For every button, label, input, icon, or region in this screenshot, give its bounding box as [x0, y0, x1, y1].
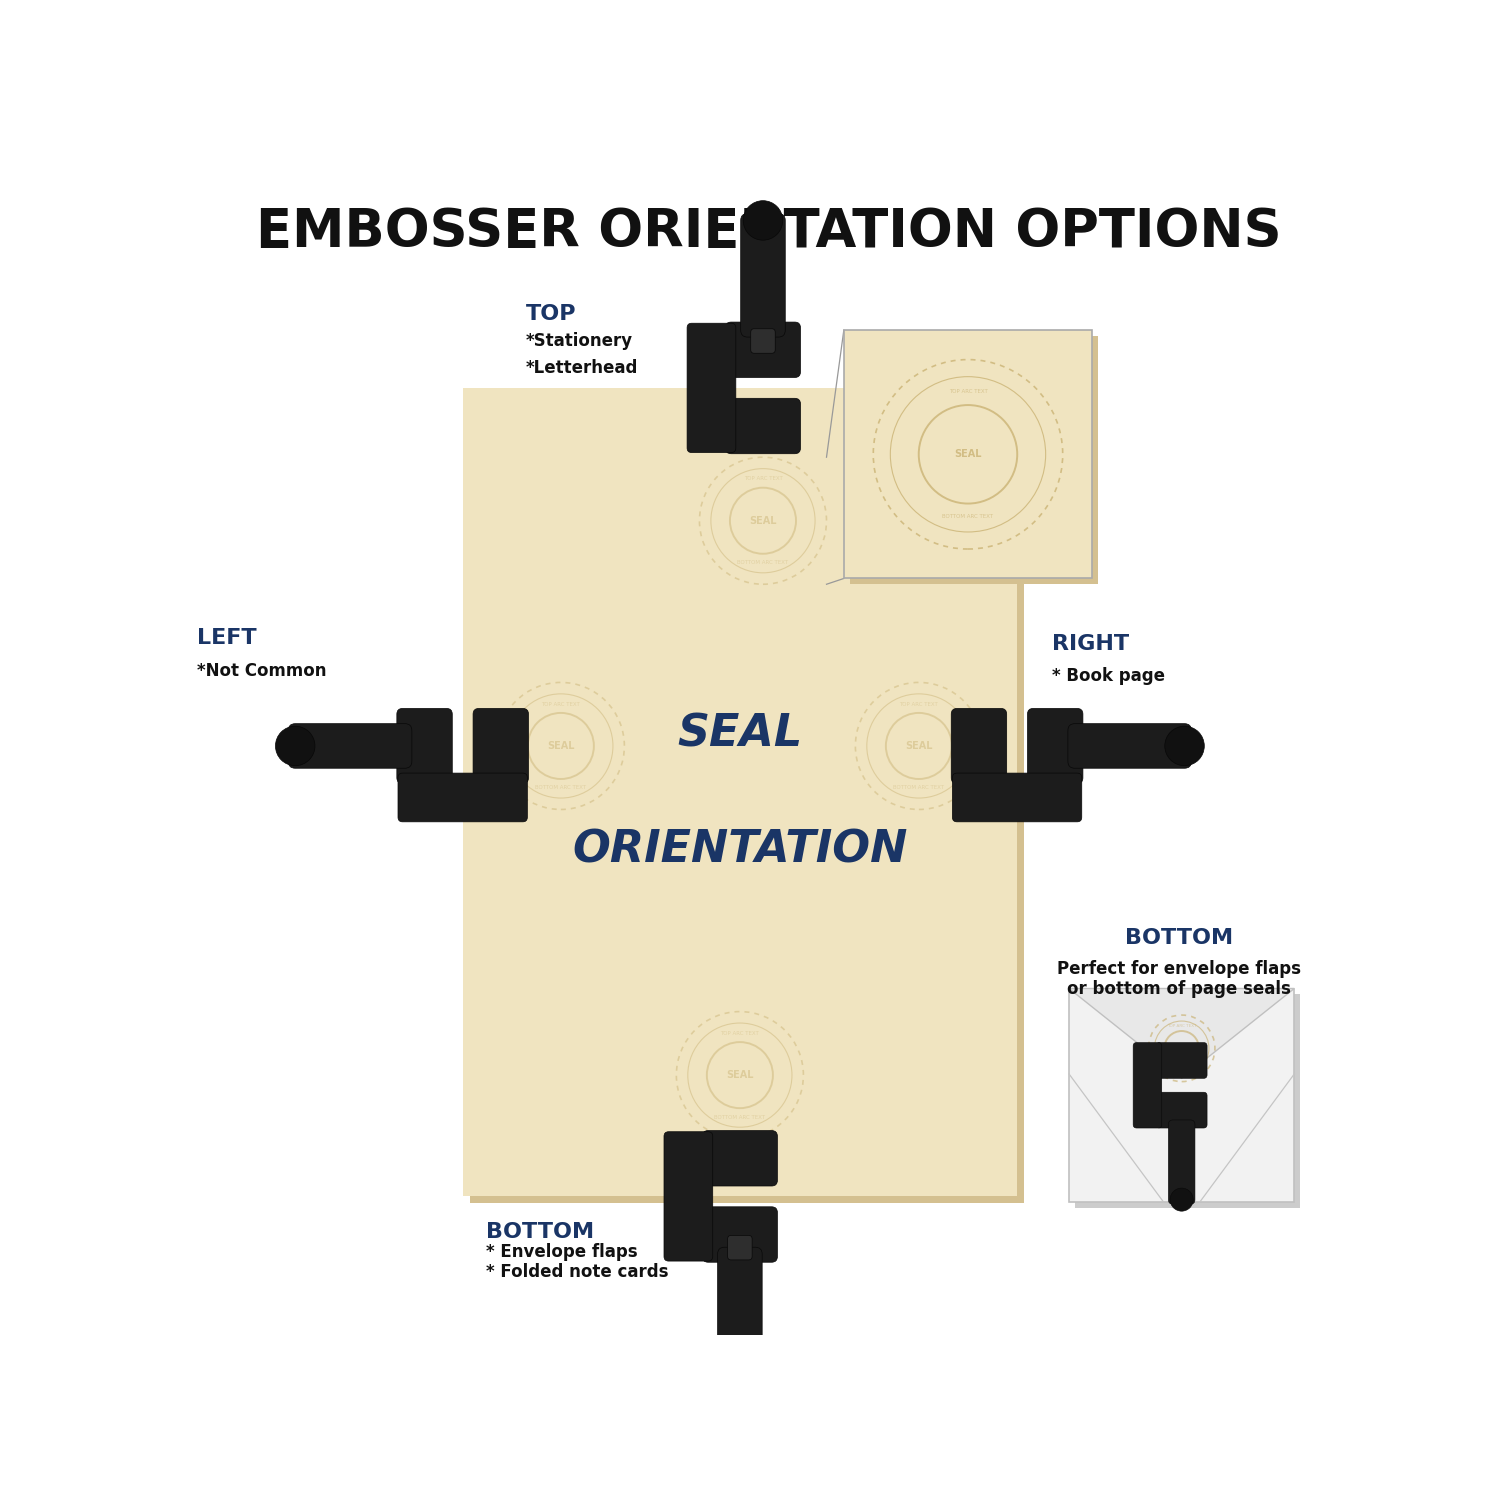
- Text: Perfect for envelope flaps: Perfect for envelope flaps: [1058, 960, 1300, 978]
- Text: or bottom of page seals: or bottom of page seals: [1066, 981, 1290, 999]
- Text: BOTTOM ARC TEXT: BOTTOM ARC TEXT: [738, 560, 789, 566]
- FancyBboxPatch shape: [1168, 1120, 1196, 1204]
- Circle shape: [720, 1344, 759, 1383]
- Text: * Envelope flaps: * Envelope flaps: [486, 1242, 638, 1260]
- Text: BOTTOM ARC TEXT: BOTTOM ARC TEXT: [894, 786, 945, 790]
- FancyBboxPatch shape: [849, 336, 1098, 585]
- FancyBboxPatch shape: [1156, 1042, 1208, 1078]
- Text: * Book page: * Book page: [1052, 668, 1164, 686]
- FancyBboxPatch shape: [472, 708, 528, 783]
- FancyBboxPatch shape: [726, 399, 801, 453]
- Text: BOTTOM ARC TEXT: BOTTOM ARC TEXT: [536, 786, 586, 790]
- Text: SEAL: SEAL: [1170, 1044, 1194, 1053]
- Text: SEAL: SEAL: [548, 741, 574, 752]
- Circle shape: [742, 201, 783, 240]
- FancyBboxPatch shape: [702, 1208, 777, 1261]
- FancyBboxPatch shape: [462, 388, 1017, 1197]
- FancyBboxPatch shape: [1156, 1092, 1208, 1128]
- Text: BOTTOM ARC TEXT: BOTTOM ARC TEXT: [1162, 1068, 1202, 1072]
- FancyBboxPatch shape: [1076, 994, 1300, 1208]
- Circle shape: [1170, 1188, 1192, 1210]
- Polygon shape: [1070, 988, 1294, 1078]
- FancyBboxPatch shape: [398, 772, 528, 822]
- FancyBboxPatch shape: [664, 1131, 712, 1262]
- FancyBboxPatch shape: [1132, 1042, 1161, 1128]
- Circle shape: [1166, 726, 1204, 765]
- FancyBboxPatch shape: [952, 772, 1082, 822]
- Text: SEAL: SEAL: [726, 1070, 753, 1080]
- Text: SEAL: SEAL: [678, 712, 802, 756]
- FancyBboxPatch shape: [470, 394, 1024, 1203]
- Text: TOP: TOP: [526, 304, 576, 324]
- Text: BOTTOM ARC TEXT: BOTTOM ARC TEXT: [942, 514, 993, 519]
- FancyBboxPatch shape: [750, 328, 776, 354]
- Text: ORIENTATION: ORIENTATION: [572, 828, 908, 872]
- FancyBboxPatch shape: [717, 1246, 762, 1371]
- FancyBboxPatch shape: [687, 322, 736, 453]
- Text: TOP ARC TEXT: TOP ARC TEXT: [900, 702, 939, 706]
- FancyBboxPatch shape: [702, 1131, 777, 1186]
- FancyBboxPatch shape: [844, 330, 1092, 579]
- Text: *Not Common: *Not Common: [196, 662, 327, 680]
- Text: SEAL: SEAL: [904, 741, 933, 752]
- FancyBboxPatch shape: [1068, 723, 1191, 768]
- Text: BOTTOM: BOTTOM: [486, 1222, 594, 1242]
- Text: *Stationery: *Stationery: [526, 333, 633, 351]
- FancyBboxPatch shape: [728, 1236, 752, 1260]
- FancyBboxPatch shape: [1070, 988, 1294, 1202]
- FancyBboxPatch shape: [1028, 708, 1083, 783]
- Text: TOP ARC TEXT: TOP ARC TEXT: [542, 702, 580, 706]
- FancyBboxPatch shape: [398, 708, 453, 783]
- Text: RIGHT: RIGHT: [1052, 633, 1130, 654]
- Text: SEAL: SEAL: [748, 516, 777, 525]
- Circle shape: [276, 726, 315, 765]
- Text: TOP ARC TEXT: TOP ARC TEXT: [948, 390, 987, 394]
- Text: BOTTOM: BOTTOM: [1125, 928, 1233, 948]
- Text: TOP ARC TEXT: TOP ARC TEXT: [1167, 1024, 1197, 1029]
- FancyBboxPatch shape: [741, 213, 786, 338]
- Text: TOP ARC TEXT: TOP ARC TEXT: [720, 1030, 759, 1035]
- Text: BOTTOM ARC TEXT: BOTTOM ARC TEXT: [714, 1114, 765, 1119]
- FancyBboxPatch shape: [726, 322, 801, 378]
- Text: EMBOSSER ORIENTATION OPTIONS: EMBOSSER ORIENTATION OPTIONS: [256, 206, 1281, 258]
- Text: SEAL: SEAL: [954, 450, 981, 459]
- FancyBboxPatch shape: [288, 723, 412, 768]
- FancyBboxPatch shape: [951, 708, 1006, 783]
- Text: * Folded note cards: * Folded note cards: [486, 1263, 669, 1281]
- Text: *Letterhead: *Letterhead: [526, 358, 639, 376]
- Text: LEFT: LEFT: [196, 628, 256, 648]
- Text: TOP ARC TEXT: TOP ARC TEXT: [744, 477, 783, 482]
